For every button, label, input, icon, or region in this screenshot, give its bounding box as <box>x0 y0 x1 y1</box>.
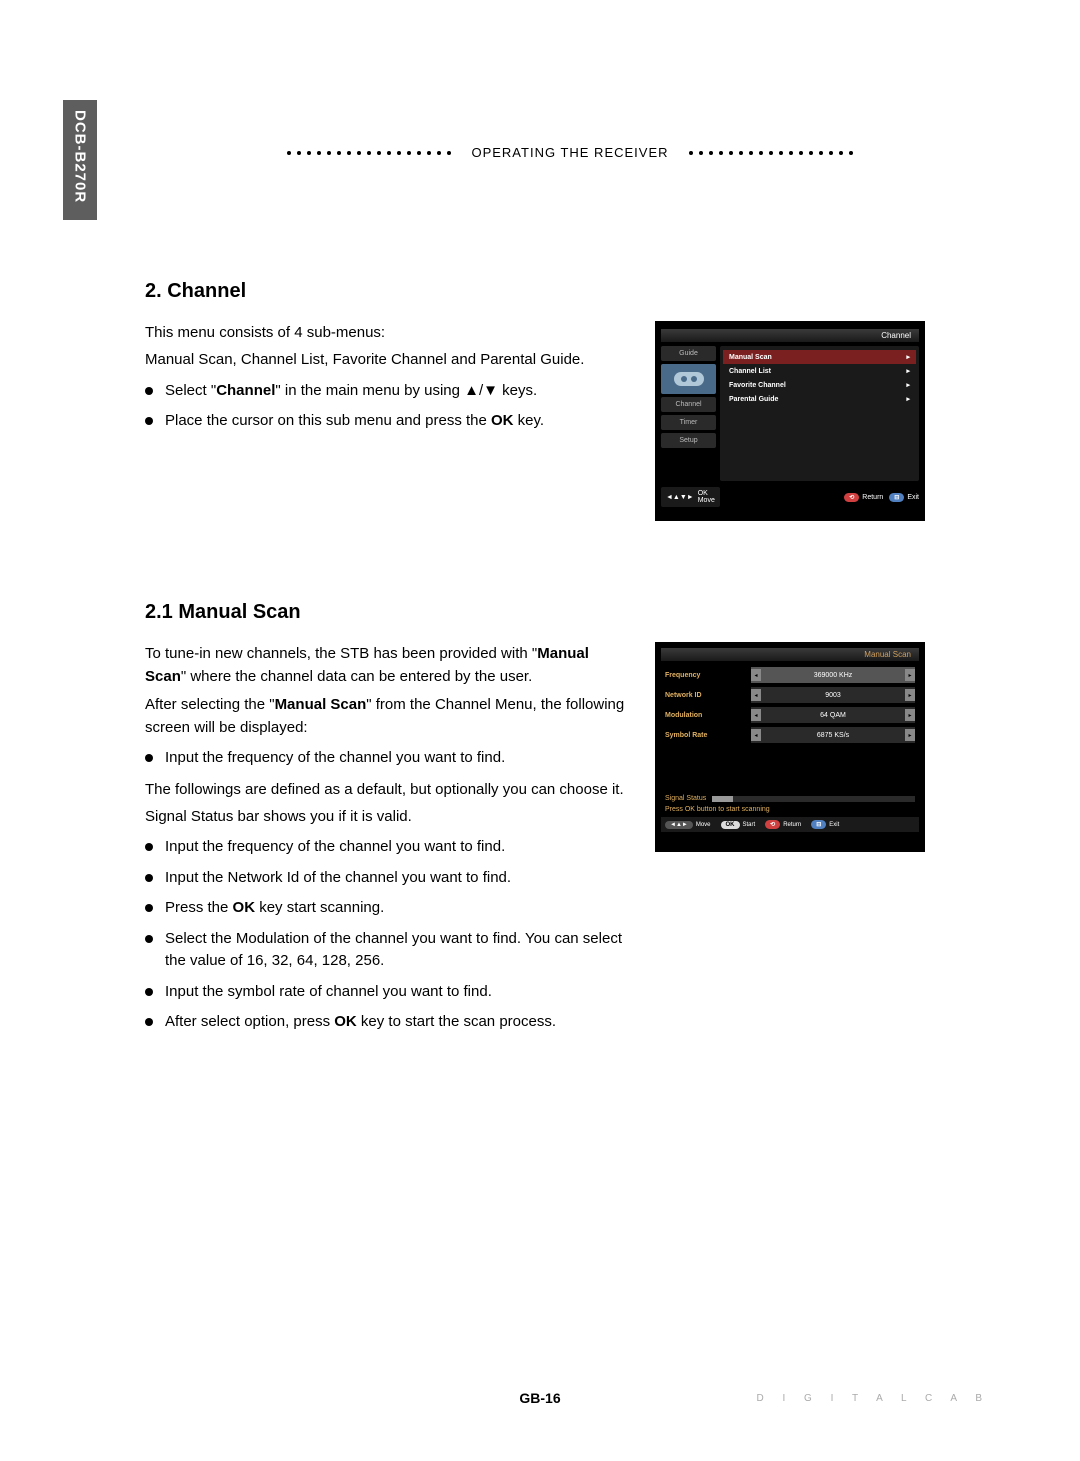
sc2-move: ◄▲►Move <box>665 820 711 829</box>
footer-brand: D I G I T A L C A B <box>756 1393 990 1404</box>
channel-intro-1: This menu consists of 4 sub-menus: <box>145 321 625 344</box>
sc2-row: Network ID◂9003▸ <box>661 685 919 705</box>
section-channel-title: 2. Channel <box>145 280 995 303</box>
sc1-tab: Setup <box>661 433 716 448</box>
manual-p1: To tune-in new channels, the STB has bee… <box>145 642 625 689</box>
sc1-menu-row: Manual Scan▸ <box>723 350 916 364</box>
manual-bullet: Input the frequency of the channel you w… <box>145 836 625 859</box>
sc2-row: Modulation◂64 QAM▸ <box>661 705 919 725</box>
sc1-tab: Guide <box>661 346 716 361</box>
dots-left <box>287 151 451 155</box>
sc1-nav: ◄▲▼► OKMove <box>661 487 720 507</box>
manual-screenshot: Manual Scan Frequency◂369000 KHz▸Network… <box>655 642 925 852</box>
manual-p3: The followings are defined as a default,… <box>145 778 625 801</box>
manual-bullet: Input the Network Id of the channel you … <box>145 867 625 890</box>
sc2-title: Manual Scan <box>661 648 919 661</box>
sc2-prompt: Press OK button to start scanning <box>661 804 919 815</box>
manual-bullet: Press the OK key start scanning. <box>145 897 625 920</box>
manual-bullet: After select option, press OK key to sta… <box>145 1011 625 1034</box>
manual-bullet: Input the symbol rate of channel you wan… <box>145 981 625 1004</box>
sc1-exit: ⊟Exit <box>889 493 919 502</box>
sc1-menu-row: Parental Guide▸ <box>723 392 916 406</box>
dots-right <box>689 151 853 155</box>
manual-p4: Signal Status bar shows you if it is val… <box>145 805 625 828</box>
channel-bullet: Place the cursor on this sub menu and pr… <box>145 410 625 433</box>
channel-screenshot: Channel GuideChannelTimerSetup Manual Sc… <box>655 321 925 521</box>
section-manual-title: 2.1 Manual Scan <box>145 601 995 624</box>
manual-bullet: Select the Modulation of the channel you… <box>145 928 625 973</box>
channel-bullets: Select "Channel" in the main menu by usi… <box>145 380 625 433</box>
sc1-menu: Manual Scan▸Channel List▸Favorite Channe… <box>720 346 919 481</box>
sc2-row: Symbol Rate◂6875 KS/s▸ <box>661 725 919 745</box>
channel-intro-2: Manual Scan, Channel List, Favorite Chan… <box>145 348 625 371</box>
manual-bullet-1: Input the frequency of the channel you w… <box>145 747 625 770</box>
sc1-tab <box>661 364 716 394</box>
header-title: OPERATING THE RECEIVER <box>471 145 668 160</box>
page-header: OPERATING THE RECEIVER <box>220 145 920 160</box>
sc2-exit: ⊟Exit <box>811 820 839 829</box>
page-number: GB-16 <box>519 1390 560 1406</box>
manual-p2: After selecting the "Manual Scan" from t… <box>145 693 625 740</box>
sc1-return: ⟲Return <box>844 493 883 502</box>
sc2-signal: Signal Status <box>661 793 919 804</box>
sc1-tab: Timer <box>661 415 716 430</box>
channel-bullet: Select "Channel" in the main menu by usi… <box>145 380 625 403</box>
sc1-menu-row: Channel List▸ <box>723 364 916 378</box>
sc2-return: ⟲Return <box>765 820 801 829</box>
model-tab: DCB-B270R <box>63 100 97 220</box>
manual-bullets-2: Input the frequency of the channel you w… <box>145 836 625 1034</box>
sc2-start: OKStart <box>721 820 756 829</box>
sc1-menu-row: Favorite Channel▸ <box>723 378 916 392</box>
sc1-sidebar: GuideChannelTimerSetup <box>661 346 716 481</box>
sc1-title: Channel <box>661 329 919 342</box>
sc2-row: Frequency◂369000 KHz▸ <box>661 665 919 685</box>
